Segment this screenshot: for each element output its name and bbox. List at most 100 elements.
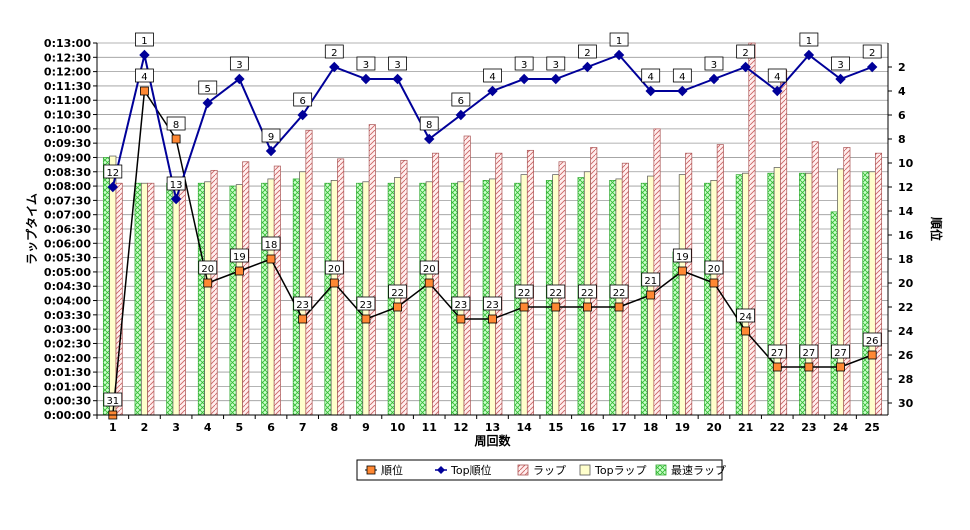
data-label-box — [799, 344, 819, 359]
data-label-box — [166, 176, 186, 191]
y2-tick-label: 12 — [898, 181, 913, 194]
position-data-label: 19 — [233, 252, 246, 263]
top-position-marker — [550, 73, 561, 85]
position-marker — [772, 362, 782, 372]
bar-top-lap — [140, 182, 148, 416]
data-label-box — [261, 128, 281, 143]
x-tick-label: 1 — [109, 421, 117, 434]
top-position-marker — [835, 73, 846, 85]
x-tick-label: 18 — [643, 421, 658, 434]
top-position-data-label: 3 — [553, 60, 559, 71]
top-position-marker — [772, 85, 783, 97]
top-position-marker — [329, 61, 340, 73]
top-position-marker — [234, 73, 245, 85]
top-position-marker — [677, 85, 688, 97]
position-marker — [171, 134, 181, 144]
position-marker — [456, 314, 466, 324]
data-label-box — [356, 296, 376, 311]
x-tick-label: 9 — [362, 421, 370, 434]
legend-label: Topラップ — [594, 464, 647, 477]
top-position-data-label: 4 — [648, 72, 654, 83]
data-label-box — [831, 56, 850, 71]
bar-fastest-lap — [799, 172, 807, 416]
y2-tick-label: 16 — [898, 229, 914, 242]
legend-label: Top順位 — [450, 463, 492, 477]
bar-fastest-lap — [166, 182, 174, 416]
top-position-data-label: 12 — [106, 168, 119, 179]
bar-lap — [526, 149, 534, 416]
bar-fastest-lap — [324, 182, 332, 416]
y-tick-label: 0:04:00 — [44, 295, 91, 308]
bar-top-lap — [837, 168, 845, 416]
bar-fastest-lap — [862, 171, 870, 416]
bar-fastest-lap — [229, 185, 237, 416]
y-tick-label: 0:00:00 — [44, 409, 91, 422]
top-position-data-label: 3 — [711, 60, 717, 71]
top-position-data-label: 1 — [806, 36, 812, 47]
position-data-label: 20 — [423, 264, 436, 275]
top-position-data-label: 5 — [205, 84, 211, 95]
position-marker — [266, 254, 276, 264]
top-position-marker — [265, 145, 277, 157]
top-position-data-label: 3 — [394, 60, 400, 71]
data-label-box — [483, 68, 502, 83]
bar-top-lap — [172, 182, 180, 416]
data-label-box — [862, 332, 882, 347]
data-label-box — [293, 92, 313, 107]
data-label-box — [704, 56, 724, 71]
data-label-box — [135, 68, 154, 83]
y-tick-label: 0:01:00 — [44, 380, 91, 393]
bar-lap — [590, 147, 598, 416]
legend-marker-position — [366, 465, 376, 475]
position-data-label: 22 — [518, 288, 531, 299]
y2-tick-label: 4 — [898, 85, 906, 98]
bar-lap — [242, 161, 250, 416]
y-tick-label: 0:11:30 — [44, 80, 91, 93]
x-tick-label: 11 — [422, 421, 437, 434]
data-label-box — [862, 44, 882, 59]
y-tick-label: 0:06:30 — [44, 223, 91, 236]
position-marker — [583, 302, 592, 312]
data-label-box — [166, 116, 186, 131]
y-tick-label: 0:12:00 — [44, 66, 91, 79]
x-tick-label: 13 — [485, 421, 500, 434]
top-position-data-label: 2 — [869, 48, 875, 59]
bar-lap — [368, 124, 376, 416]
bar-fastest-lap — [102, 157, 111, 416]
position-data-label: 8 — [173, 120, 179, 131]
bar-lap — [210, 169, 218, 416]
bar-top-lap — [425, 181, 433, 416]
top-position-marker — [455, 109, 467, 121]
bar-top-lap — [805, 172, 813, 416]
bar-top-lap — [710, 180, 718, 416]
x-tick-label: 14 — [516, 421, 532, 434]
top-position-marker — [202, 97, 213, 109]
top-position-data-label: 1 — [616, 36, 622, 47]
top-position-marker — [613, 49, 625, 61]
position-data-label: 24 — [739, 312, 752, 323]
top-position-marker — [392, 73, 403, 85]
position-data-label: 20 — [328, 264, 341, 275]
y-tick-label: 0:00:30 — [44, 395, 91, 408]
bar-lap — [653, 128, 661, 416]
bar-fastest-lap — [261, 182, 269, 416]
y-tick-label: 0:03:30 — [44, 309, 91, 322]
bar-lap — [843, 147, 851, 416]
y-tick-label: 0:05:30 — [44, 252, 91, 265]
y2-tick-label: 30 — [898, 397, 914, 410]
position-data-label: 20 — [201, 264, 214, 275]
data-label-box — [261, 236, 281, 251]
top-position-marker — [360, 73, 372, 85]
top-position-data-label: 6 — [458, 96, 464, 107]
position-marker — [298, 314, 308, 324]
bar-series — [102, 42, 883, 416]
y-tick-label: 0:02:00 — [44, 352, 91, 365]
top-position-marker — [487, 85, 498, 97]
top-position-marker — [297, 109, 308, 121]
position-data-label: 22 — [549, 288, 562, 299]
x-axis-label: 周回数 — [474, 433, 511, 448]
legend-swatch-bar — [655, 464, 667, 476]
bar-fastest-lap — [767, 172, 775, 416]
x-tick-label: 10 — [390, 421, 406, 434]
